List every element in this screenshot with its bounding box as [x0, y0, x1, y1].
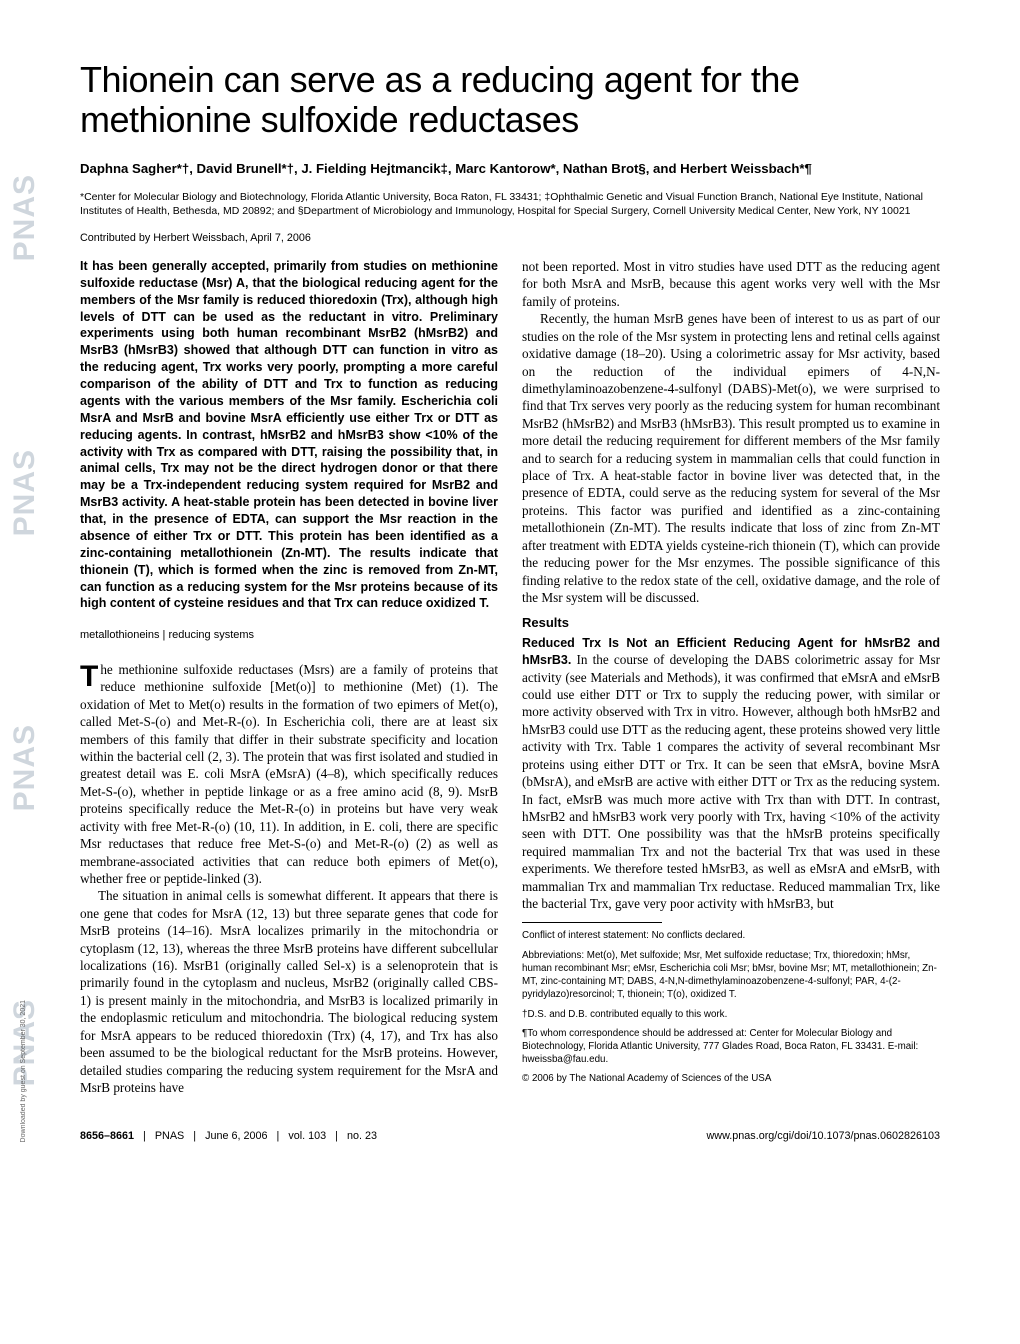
two-column-body: It has been generally accepted, primaril… — [80, 258, 940, 1096]
article-page: Thionein can serve as a reducing agent f… — [0, 0, 1020, 1182]
abbreviations: Abbreviations: Met(o), Met sulfoxide; Ms… — [522, 949, 940, 1002]
right-column: not been reported. Most in vitro studies… — [522, 258, 940, 1096]
footnotes-block: Conflict of interest statement: No confl… — [522, 929, 940, 1085]
keywords-line: metallothioneins | reducing systems — [80, 628, 498, 643]
footer-volume: vol. 103 — [288, 1130, 326, 1142]
footer-journal: PNAS — [155, 1130, 184, 1142]
correspondence: ¶To whom correspondence should be addres… — [522, 1027, 940, 1067]
conflict-statement: Conflict of interest statement: No confl… — [522, 929, 940, 942]
footnote-rule — [522, 922, 662, 923]
footer-date: June 6, 2006 — [205, 1130, 267, 1142]
page-footer: 8656–8661 | PNAS | June 6, 2006 | vol. 1… — [80, 1124, 940, 1142]
footer-url: www.pnas.org/cgi/doi/10.1073/pnas.060282… — [706, 1130, 940, 1142]
left-column: It has been generally accepted, primaril… — [80, 258, 498, 1096]
dropcap: T — [80, 661, 100, 690]
affiliations: *Center for Molecular Biology and Biotec… — [80, 190, 940, 218]
intro-paragraph-3: Recently, the human MsrB genes have been… — [522, 310, 940, 606]
page-range: 8656–8661 — [80, 1130, 134, 1142]
intro-paragraph-2: The situation in animal cells is somewha… — [80, 887, 498, 1096]
abstract-text: It has been generally accepted, primaril… — [80, 258, 498, 612]
footer-left: 8656–8661 | PNAS | June 6, 2006 | vol. 1… — [80, 1130, 377, 1142]
article-title: Thionein can serve as a reducing agent f… — [80, 60, 940, 141]
results-subsection: Reduced Trx Is Not an Efficient Reducing… — [522, 634, 940, 913]
results-heading: Results — [522, 614, 940, 631]
copyright-line: © 2006 by The National Academy of Scienc… — [522, 1072, 940, 1085]
intro-para1-text: he methionine sulfoxide reductases (Msrs… — [80, 662, 498, 886]
intro-continuation: not been reported. Most in vitro studies… — [522, 258, 940, 310]
author-list: Daphna Sagher*†, David Brunell*†, J. Fie… — [80, 161, 940, 176]
intro-paragraph-1: The methionine sulfoxide reductases (Msr… — [80, 661, 498, 887]
footer-issue: no. 23 — [347, 1130, 377, 1142]
contributed-line: Contributed by Herbert Weissbach, April … — [80, 232, 940, 244]
equal-contribution: †D.S. and D.B. contributed equally to th… — [522, 1008, 940, 1021]
results-body-text: In the course of developing the DABS col… — [522, 652, 940, 911]
